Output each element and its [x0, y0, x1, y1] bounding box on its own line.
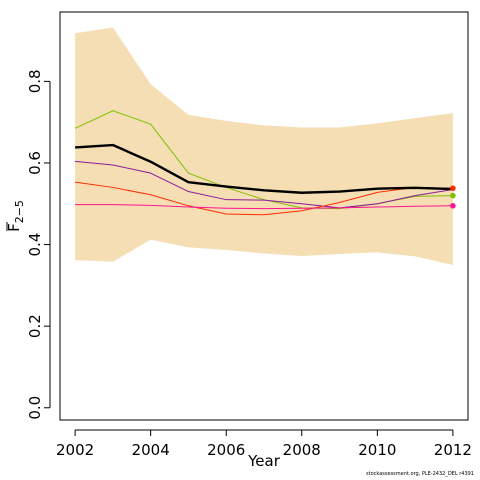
x-tick-label-1: 2004 — [132, 441, 170, 459]
source-footer: stockassessment.org, PLE-2432_DEL r4391 — [366, 471, 474, 477]
confidence-band — [75, 27, 453, 265]
series-line-1 — [75, 143, 453, 194]
y-axis-title-main: F — [5, 223, 23, 232]
y-tick-label-0: 0.0 — [26, 396, 44, 420]
x-tick-label-2: 2006 — [207, 441, 245, 459]
end-points-layer — [450, 185, 456, 209]
x-axis-title: Year — [247, 452, 281, 470]
confidence-band-layer — [75, 27, 453, 265]
y-tick-label-2: 0.4 — [26, 233, 44, 257]
y-axis-title: F2−5 — [5, 200, 26, 232]
x-tick-label-3: 2008 — [283, 441, 321, 459]
series-end-point-5 — [450, 203, 456, 209]
y-tick-label-4: 0.8 — [26, 69, 44, 93]
y-axis-title-subscript: 2−5 — [13, 200, 26, 223]
series-line-4 — [75, 181, 453, 216]
x-tick-label-0: 2002 — [56, 441, 94, 459]
y-tick-label-3: 0.6 — [26, 151, 44, 175]
plot-frame — [59, 11, 469, 421]
y-axis: 0.0 0.2 0.4 0.6 0.8 — [26, 69, 51, 420]
svg-text:F2−5: F2−5 — [5, 200, 26, 232]
series-line-3 — [75, 160, 453, 209]
series-line-5 — [75, 204, 453, 210]
x-axis: 2002 2004 2006 2008 2010 2012 — [56, 429, 472, 459]
x-tick-label-5: 2012 — [434, 441, 472, 459]
series-end-point-4 — [450, 185, 456, 192]
series-layer — [74, 110, 453, 216]
y-tick-label-1: 0.2 — [26, 314, 44, 338]
series-end-point-2 — [450, 192, 456, 199]
x-tick-label-4: 2010 — [358, 441, 396, 459]
